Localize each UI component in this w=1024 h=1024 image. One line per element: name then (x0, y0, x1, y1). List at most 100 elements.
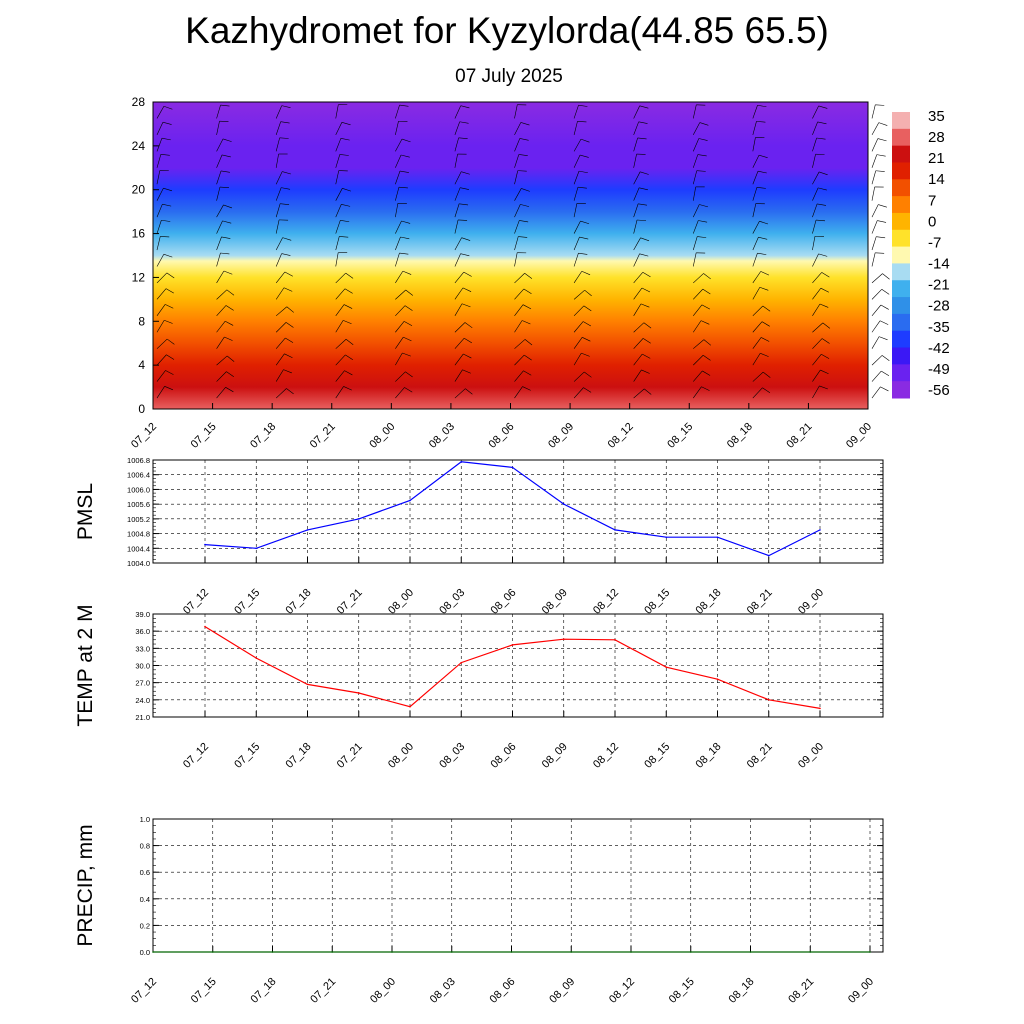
wind-barb-shaft (335, 370, 345, 382)
wind-barb-shaft (633, 187, 640, 201)
wind-barb-shaft (812, 187, 819, 201)
panel-frame (152, 818, 884, 953)
wind-barb-shaft (395, 252, 400, 267)
colorbar-label: -7 (928, 234, 941, 251)
wind-barb-flag (579, 236, 589, 240)
wind-barb-shaft (216, 305, 227, 317)
wind-barb-shaft (573, 171, 580, 185)
wind-barb-shaft (514, 304, 524, 316)
temp-point (409, 705, 411, 708)
wind-barb-shaft (335, 252, 339, 267)
wind-barb-flag (878, 122, 888, 126)
y-tick-label: 8 (138, 314, 145, 328)
wind-barb-shaft (752, 321, 763, 333)
wind-barb-shaft (514, 170, 519, 185)
wind-barb-flag (822, 322, 831, 329)
wind-barb-flag (756, 186, 766, 189)
wind-barb-flag (401, 220, 411, 224)
wind-barb-shaft (275, 287, 285, 300)
wind-barb-shaft (335, 170, 340, 185)
wind-barb-shaft (812, 272, 822, 284)
wind-barb-flag (881, 370, 890, 377)
wind-barb-shaft (573, 139, 582, 152)
wind-barb-flag (876, 154, 886, 157)
wind-barb-shaft (395, 289, 406, 300)
wind-barb-flag (399, 170, 409, 173)
colorbar-label: -28 (928, 298, 950, 315)
wind-barb-shaft (871, 138, 879, 152)
wind-barb-flag (757, 104, 767, 108)
wind-barb-flag (400, 154, 410, 158)
wind-barb-flag (400, 236, 410, 240)
wind-barb-shaft (156, 386, 165, 399)
x-tick-label: 08_18 (725, 421, 755, 451)
pmsl-point (511, 466, 514, 469)
wind-barb-flag (818, 253, 828, 257)
wind-barb-shaft (871, 386, 881, 399)
wind-barb-shaft (692, 236, 698, 251)
wind-barb-shaft (633, 171, 641, 185)
wind-barb-shaft (275, 153, 279, 168)
wind-barb-flag (639, 187, 648, 191)
x-tick-label: 08_18 (694, 587, 724, 617)
wind-barb-shaft (812, 322, 824, 333)
wind-barb-flag (163, 105, 173, 110)
colorbar-label: 28 (928, 129, 945, 146)
wind-barb-shaft (275, 237, 283, 251)
y-tick-label: 0.2 (140, 921, 150, 930)
wind-barb-shaft (454, 369, 463, 382)
wind-barb-flag (818, 105, 828, 109)
wind-barb-shaft (156, 220, 162, 234)
wind-barb-flag (761, 321, 770, 327)
x-tick-label: 07_18 (248, 421, 278, 451)
x-tick-label: 08_21 (745, 587, 775, 617)
colorbar-label: -35 (928, 319, 950, 336)
wind-barb-shaft (454, 237, 462, 251)
x-tick-label: 07_12 (129, 976, 159, 1006)
wind-barb-shaft (692, 186, 696, 201)
wind-barb-flag (463, 271, 472, 277)
precip-point (331, 951, 334, 953)
wind-barb-flag (166, 354, 175, 360)
wind-barb-shaft (693, 339, 705, 349)
wind-barb-flag (160, 236, 170, 238)
panel-frame (152, 459, 884, 564)
y-axis-label: PRECIP, mm (74, 824, 97, 946)
wind-barb-shaft (216, 270, 225, 284)
wind-barb-shaft (514, 122, 522, 136)
colorbar-swatch (892, 162, 910, 180)
wind-barb-flag (521, 188, 530, 192)
wind-barb-shaft (216, 154, 223, 168)
pmsl-point (357, 518, 360, 520)
wind-barb-shaft (454, 121, 460, 135)
colorbar-swatch (892, 330, 910, 349)
wind-barb-shaft (871, 154, 878, 168)
wind-barb-shaft (216, 187, 221, 201)
colorbar-swatch (892, 196, 910, 214)
wind-barb-flag (522, 304, 532, 310)
wind-barb-shaft (633, 237, 641, 251)
x-tick-label: 09_00 (796, 741, 826, 771)
wind-barb-shaft (335, 220, 341, 234)
wind-barb-flag (696, 170, 706, 172)
wind-barb-flag (759, 220, 769, 225)
wind-barb-flag (642, 353, 651, 359)
wind-barb-flag (221, 236, 231, 239)
wind-barb-flag (461, 171, 470, 175)
wind-barb-flag (285, 322, 294, 328)
wind-barb-flag (464, 322, 473, 329)
x-tick-label: 08_12 (606, 421, 636, 451)
x-tick-label: 09_00 (844, 421, 874, 451)
wind-barb-shaft (871, 273, 883, 284)
wind-barb-shaft (335, 204, 342, 218)
wind-barb-shaft (514, 252, 518, 267)
colorbar-label: -49 (928, 361, 950, 378)
colorbar-swatch (892, 145, 910, 163)
wind-barb-shaft (395, 154, 402, 168)
wind-barb-shaft (752, 105, 758, 119)
x-tick-label: 07_18 (284, 587, 314, 617)
wind-barb-shaft (395, 203, 399, 218)
x-tick-label: 08_12 (591, 587, 621, 617)
wind-barb-flag (223, 204, 233, 209)
wind-barb-shaft (871, 370, 882, 382)
